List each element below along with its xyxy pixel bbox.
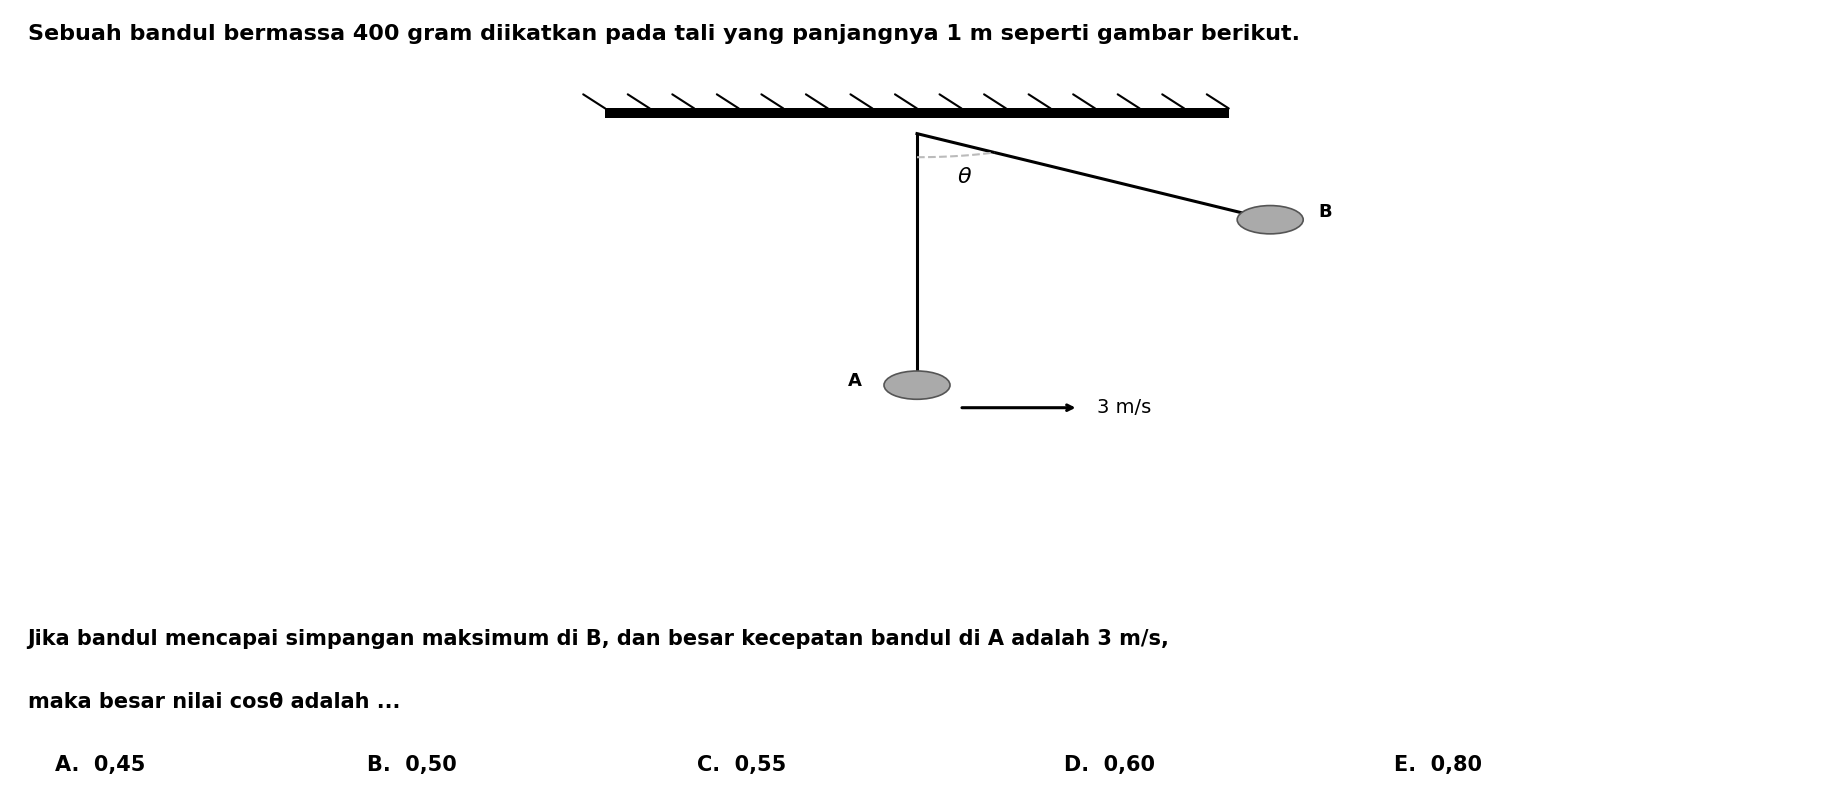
Text: B: B xyxy=(1319,203,1331,221)
Bar xyxy=(605,108,1229,118)
Text: A.  0,45: A. 0,45 xyxy=(55,755,145,774)
Circle shape xyxy=(884,371,950,399)
Text: Jika bandul mencapai simpangan maksimum di B, dan besar kecepatan bandul di A ad: Jika bandul mencapai simpangan maksimum … xyxy=(28,629,1170,648)
Circle shape xyxy=(1238,206,1304,234)
Text: $\mathit{\theta}$: $\mathit{\theta}$ xyxy=(957,167,972,187)
Text: Sebuah bandul bermassa 400 gram diikatkan pada tali yang panjangnya 1 m seperti : Sebuah bandul bermassa 400 gram diikatka… xyxy=(28,24,1300,43)
Text: E.  0,80: E. 0,80 xyxy=(1394,755,1482,774)
Text: A: A xyxy=(847,373,862,390)
Text: B.  0,50: B. 0,50 xyxy=(367,755,457,774)
Text: D.  0,60: D. 0,60 xyxy=(1064,755,1155,774)
Text: maka besar nilai cosθ adalah ...: maka besar nilai cosθ adalah ... xyxy=(28,692,400,711)
Text: C.  0,55: C. 0,55 xyxy=(697,755,787,774)
Text: 3 m/s: 3 m/s xyxy=(1097,399,1152,417)
